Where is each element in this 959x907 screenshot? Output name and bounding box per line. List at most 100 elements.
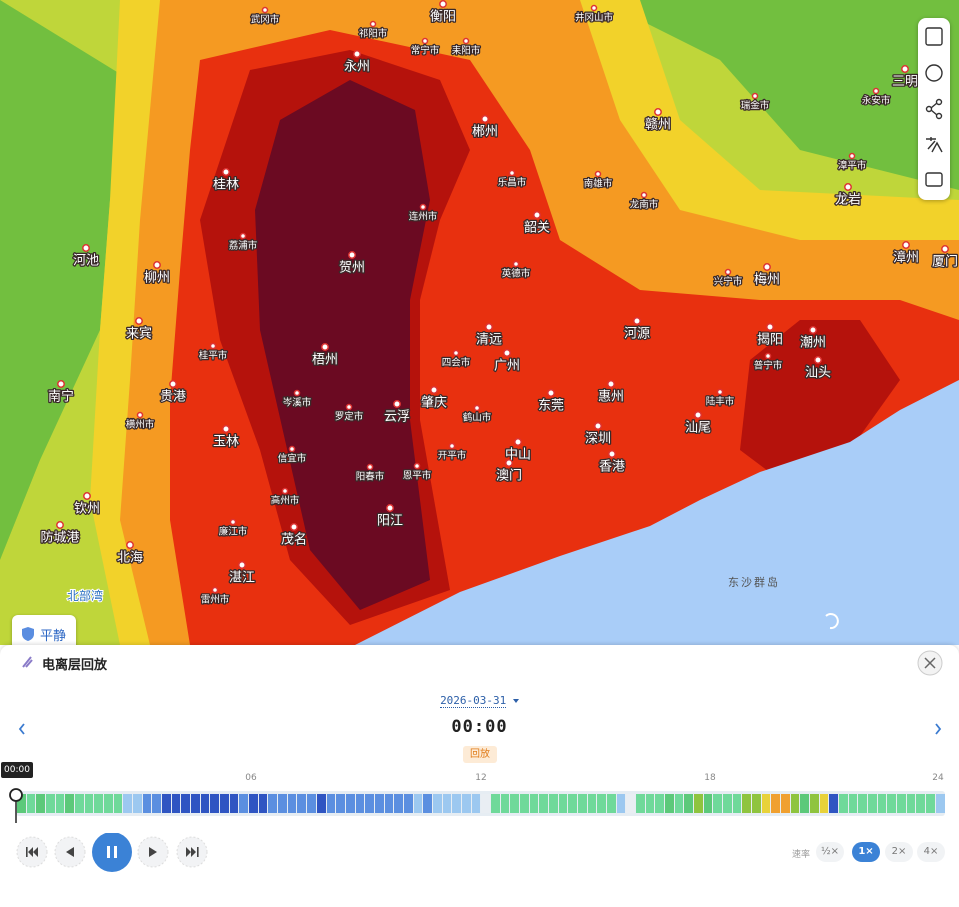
timeline-cell[interactable]	[655, 794, 665, 813]
timeline-cell[interactable]	[65, 794, 75, 813]
timeline-cell[interactable]	[181, 794, 191, 813]
timeline-cell[interactable]	[752, 794, 761, 813]
speed-option[interactable]: ½×	[816, 842, 844, 862]
timeline-cell[interactable]	[17, 794, 26, 813]
bookmark-button[interactable]	[925, 27, 943, 46]
timeline-cell[interactable]	[94, 794, 104, 813]
timeline-cell[interactable]	[432, 794, 442, 813]
timeline-cell[interactable]	[249, 794, 258, 813]
timeline-cell[interactable]	[229, 794, 239, 813]
timeline-cell[interactable]	[84, 794, 94, 813]
timeline-cell[interactable]	[665, 794, 674, 813]
timeline-cell[interactable]	[616, 794, 626, 813]
translate-button[interactable]	[926, 137, 943, 153]
timeline-cell[interactable]	[548, 794, 558, 813]
timeline-cell[interactable]	[732, 794, 742, 813]
close-button[interactable]	[916, 649, 944, 677]
timeline-cell[interactable]	[868, 794, 877, 813]
timeline-cell[interactable]	[877, 794, 887, 813]
timeline-cell[interactable]	[268, 794, 278, 813]
timeline-cell[interactable]	[374, 794, 384, 813]
timeline-cell[interactable]	[142, 794, 152, 813]
timeline-cell[interactable]	[694, 794, 703, 813]
timeline-cell[interactable]	[558, 794, 568, 813]
timeline-cell[interactable]	[171, 794, 181, 813]
timeline-cell[interactable]	[278, 794, 287, 813]
timeline-cell[interactable]	[723, 794, 732, 813]
timeline-cell[interactable]	[887, 794, 897, 813]
timeline-cell[interactable]	[684, 794, 694, 813]
timeline-cell[interactable]	[935, 794, 945, 813]
timeline-cell[interactable]	[365, 794, 374, 813]
date-picker[interactable]: 2026-03-31	[0, 694, 959, 708]
share-button[interactable]	[925, 98, 943, 120]
timeline-cell[interactable]	[297, 794, 307, 813]
timeline-cell[interactable]	[519, 794, 529, 813]
speed-option[interactable]: 1×	[852, 842, 880, 862]
timeline-cell[interactable]	[307, 794, 316, 813]
timeline-cell[interactable]	[848, 794, 858, 813]
timeline-cell[interactable]	[810, 794, 819, 813]
timeline-cell[interactable]	[26, 794, 36, 813]
timeline-cell[interactable]	[819, 794, 829, 813]
timeline-cell[interactable]	[162, 794, 171, 813]
timeline-cell[interactable]	[113, 794, 123, 813]
timeline-cell[interactable]	[568, 794, 577, 813]
timeline-cell[interactable]	[539, 794, 548, 813]
timeline-cell[interactable]	[55, 794, 65, 813]
date-text[interactable]: 2026-03-31	[440, 694, 507, 708]
timeline-cell[interactable]	[239, 794, 249, 813]
timeline-cell[interactable]	[123, 794, 133, 813]
timeline-cell[interactable]	[104, 794, 113, 813]
timeline-cell[interactable]	[674, 794, 684, 813]
timeline-cell[interactable]	[452, 794, 461, 813]
pause-button[interactable]	[92, 833, 132, 872]
timeline-cell[interactable]	[442, 794, 452, 813]
timeline-cell[interactable]	[510, 794, 519, 813]
timeline-cell[interactable]	[606, 794, 616, 813]
timeline-cell[interactable]	[326, 794, 336, 813]
timeline-cell[interactable]	[133, 794, 142, 813]
timeline-cell[interactable]	[384, 794, 394, 813]
timeline-cell[interactable]	[46, 794, 55, 813]
timeline-cell[interactable]	[839, 794, 848, 813]
timeline-cell[interactable]	[916, 794, 926, 813]
layers-button[interactable]	[925, 64, 943, 82]
timeline-cell[interactable]	[926, 794, 935, 813]
timeline-cell[interactable]	[761, 794, 771, 813]
timeline-cell[interactable]	[220, 794, 229, 813]
timeline-cell[interactable]	[75, 794, 84, 813]
speed-option[interactable]: 2×	[885, 842, 913, 862]
timeline-cell[interactable]	[790, 794, 800, 813]
timeline-cell[interactable]	[800, 794, 810, 813]
timeline-cell[interactable]	[413, 794, 423, 813]
timeline-cell[interactable]	[423, 794, 432, 813]
timeline-cell[interactable]	[210, 794, 220, 813]
timeline-cell[interactable]	[152, 794, 162, 813]
timeline-cell[interactable]	[713, 794, 723, 813]
timeline-cell[interactable]	[703, 794, 713, 813]
timeline-cell[interactable]	[626, 794, 635, 813]
timeline-cell[interactable]	[858, 794, 868, 813]
feedback-button[interactable]	[925, 172, 943, 187]
timeline-cell[interactable]	[829, 794, 839, 813]
timeline-cell[interactable]	[200, 794, 210, 813]
timeline[interactable]	[16, 791, 945, 816]
playhead[interactable]	[7, 785, 27, 825]
timeline-cell[interactable]	[461, 794, 471, 813]
timeline-cell[interactable]	[781, 794, 790, 813]
timeline-cell[interactable]	[394, 794, 403, 813]
speed-option[interactable]: 4×	[917, 842, 945, 862]
timeline-cell[interactable]	[587, 794, 597, 813]
timeline-cell[interactable]	[771, 794, 781, 813]
timeline-cell[interactable]	[500, 794, 510, 813]
timeline-cell[interactable]	[345, 794, 355, 813]
timeline-cell[interactable]	[287, 794, 297, 813]
timeline-cell[interactable]	[906, 794, 916, 813]
timeline-cell[interactable]	[645, 794, 655, 813]
timeline-cell[interactable]	[529, 794, 539, 813]
prev-day-button[interactable]	[16, 721, 28, 737]
timeline-cell[interactable]	[577, 794, 587, 813]
timeline-cell[interactable]	[403, 794, 413, 813]
next-day-button[interactable]	[932, 721, 944, 737]
